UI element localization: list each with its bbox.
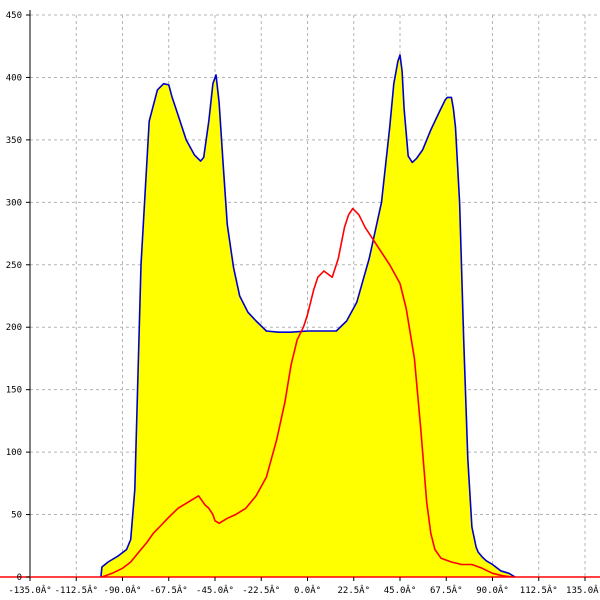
series-layer xyxy=(100,54,516,578)
x-tick-label: 22.5Â° xyxy=(337,584,370,596)
x-tick-label: -22.5Â° xyxy=(242,584,280,596)
x-tick-label: -112.5Â° xyxy=(55,584,98,596)
y-tick-label: 200 xyxy=(6,323,22,333)
x-tick-label: -135.0Â° xyxy=(8,584,51,596)
y-tick-label: 150 xyxy=(6,386,22,396)
x-tick-label: 67.5Â° xyxy=(430,584,463,596)
x-tick-label: 45.0Â° xyxy=(384,584,417,596)
labels-layer: 0 50 100 150 200 250 300 350 400 450 -135.0Â° -112.… xyxy=(6,11,600,596)
y-tick-label: 0 xyxy=(17,573,22,583)
x-tick-label: -67.5Â° xyxy=(150,584,188,596)
series-2-line xyxy=(101,207,514,578)
area-layer xyxy=(100,55,516,577)
y-tick-label: 250 xyxy=(6,261,22,271)
x-tick-label: -45.0Â° xyxy=(196,584,234,596)
y-tick-label: 300 xyxy=(6,198,22,208)
y-tick-label: 350 xyxy=(6,136,22,146)
y-tick-label: 450 xyxy=(6,11,22,21)
x-tick-label: 90.0Â° xyxy=(476,584,509,596)
x-tick-label: 0.0Â° xyxy=(294,584,321,596)
series-1-line xyxy=(100,54,516,578)
axes-layer xyxy=(0,10,600,581)
y-tick-label: 50 xyxy=(11,511,22,521)
y-tick-label: 100 xyxy=(6,448,22,458)
x-tick-label: 135.0Â° xyxy=(566,584,600,596)
series-1-area xyxy=(100,55,516,577)
y-tick-label: 400 xyxy=(6,73,22,83)
x-tick-label: -90.0Â° xyxy=(104,584,142,596)
x-tick-label: 112.5Â° xyxy=(520,584,558,596)
